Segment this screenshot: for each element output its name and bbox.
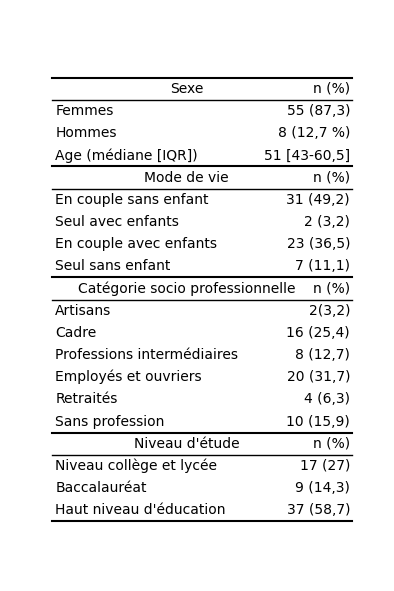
Text: 10 (15,9): 10 (15,9) [286, 415, 350, 428]
Text: Catégorie socio professionnelle: Catégorie socio professionnelle [78, 281, 296, 296]
Text: Cadre: Cadre [55, 326, 97, 340]
Text: Niveau collège et lycée: Niveau collège et lycée [55, 459, 217, 473]
Text: 4 (6,3): 4 (6,3) [304, 392, 350, 407]
Text: 2(3,2): 2(3,2) [309, 304, 350, 318]
Text: 31 (49,2): 31 (49,2) [286, 193, 350, 207]
Text: 23 (36,5): 23 (36,5) [286, 237, 350, 251]
Text: 17 (27): 17 (27) [300, 459, 350, 473]
Text: n (%): n (%) [313, 437, 350, 451]
Text: 51 [43-60,5]: 51 [43-60,5] [264, 148, 350, 163]
Text: 8 (12,7 %): 8 (12,7 %) [278, 126, 350, 140]
Text: Employés et ouvriers: Employés et ouvriers [55, 370, 202, 385]
Text: Age (médiane [IQR]): Age (médiane [IQR]) [55, 148, 198, 163]
Text: Professions intermédiaires: Professions intermédiaires [55, 348, 238, 362]
Text: n (%): n (%) [313, 171, 350, 184]
Text: En couple sans enfant: En couple sans enfant [55, 193, 209, 207]
Text: Retraités: Retraités [55, 392, 118, 407]
Text: 16 (25,4): 16 (25,4) [286, 326, 350, 340]
Text: 37 (58,7): 37 (58,7) [286, 504, 350, 517]
Text: 55 (87,3): 55 (87,3) [286, 104, 350, 118]
Text: Mode de vie: Mode de vie [144, 171, 229, 184]
Text: Baccalauréat: Baccalauréat [55, 481, 147, 495]
Text: Femmes: Femmes [55, 104, 114, 118]
Text: Sexe: Sexe [170, 82, 203, 96]
Text: 8 (12,7): 8 (12,7) [295, 348, 350, 362]
Text: Hommes: Hommes [55, 126, 117, 140]
Text: Niveau d'étude: Niveau d'étude [134, 437, 240, 451]
Text: 2 (3,2): 2 (3,2) [304, 215, 350, 229]
Text: 20 (31,7): 20 (31,7) [286, 370, 350, 384]
Text: Seul sans enfant: Seul sans enfant [55, 259, 171, 273]
Text: n (%): n (%) [313, 281, 350, 296]
Text: Artisans: Artisans [55, 304, 112, 318]
Text: Haut niveau d'éducation: Haut niveau d'éducation [55, 504, 226, 517]
Text: Sans profession: Sans profession [55, 415, 165, 428]
Text: 7 (11,1): 7 (11,1) [295, 259, 350, 273]
Text: En couple avec enfants: En couple avec enfants [55, 237, 217, 251]
Text: 9 (14,3): 9 (14,3) [295, 481, 350, 495]
Text: n (%): n (%) [313, 82, 350, 96]
Text: Seul avec enfants: Seul avec enfants [55, 215, 179, 229]
